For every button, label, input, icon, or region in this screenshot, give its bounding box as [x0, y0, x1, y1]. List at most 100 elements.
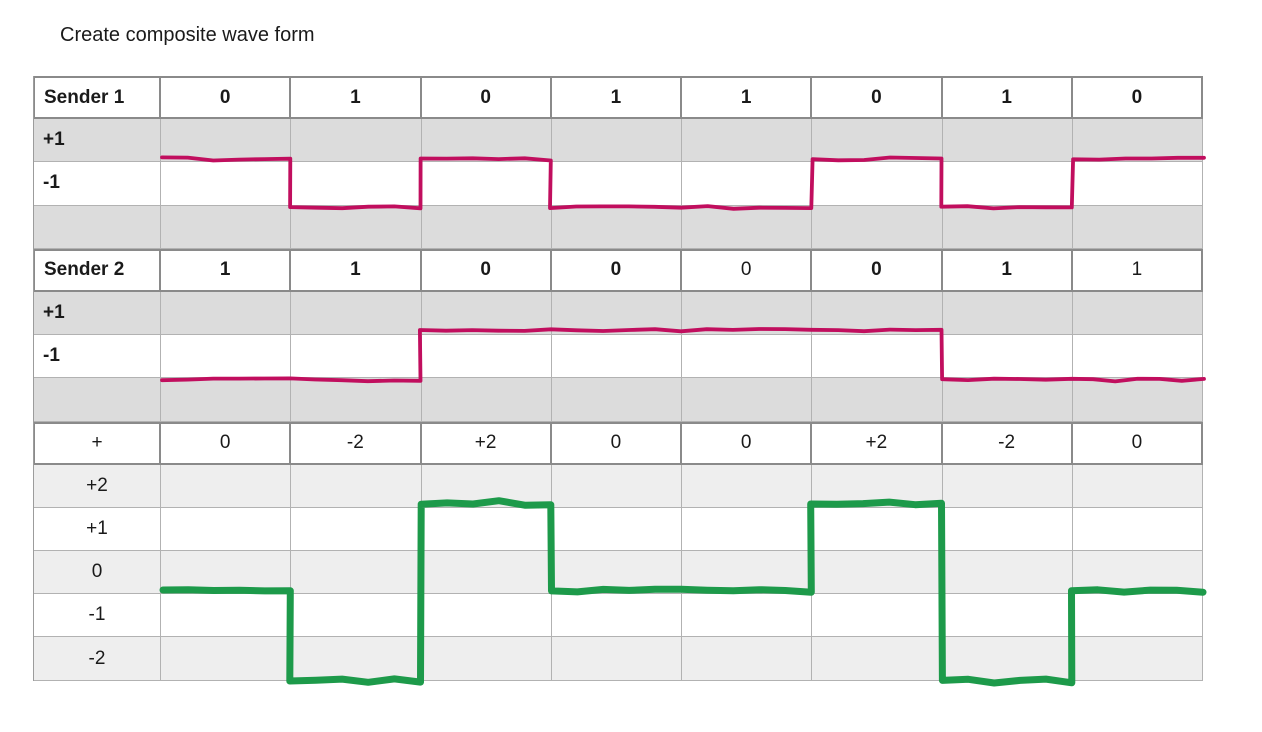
- grid-cell: [812, 162, 943, 206]
- grid-cell: [551, 335, 682, 379]
- grid-cell: [161, 335, 292, 379]
- grid-cell: [291, 162, 422, 206]
- grid-cell: [942, 335, 1073, 379]
- grid-cell: [1072, 378, 1203, 422]
- grid-cell: [682, 551, 813, 595]
- composite-minus1-label: -1: [34, 594, 161, 638]
- sender1-bit: 1: [682, 76, 813, 120]
- sum-value: 0: [161, 421, 292, 465]
- grid-cell: [421, 594, 552, 638]
- sender2-label: Sender 2: [34, 248, 161, 292]
- grid-cell: [942, 291, 1073, 336]
- grid-cell: [161, 594, 292, 638]
- sum-value: 0: [551, 421, 682, 465]
- grid-cell: [1072, 594, 1203, 638]
- grid-cell: [551, 205, 682, 249]
- grid-cell: [291, 551, 422, 595]
- grid-cell: [291, 464, 422, 508]
- grid-cell: [161, 507, 292, 552]
- grid-cell: [812, 335, 943, 379]
- grid-cell: [291, 119, 422, 163]
- grid-cell: [421, 205, 552, 249]
- sender1-bit: 1: [942, 76, 1073, 120]
- grid-cell: [291, 378, 422, 422]
- grid-cell: [421, 507, 552, 552]
- grid-cell: [942, 551, 1073, 595]
- grid-cell: [421, 637, 552, 681]
- page-title: Create composite wave form: [60, 24, 315, 46]
- sum-value: -2: [291, 421, 422, 465]
- sender1-bit: 1: [551, 76, 682, 120]
- grid-cell: [161, 162, 292, 206]
- grid-cell: [812, 205, 943, 249]
- composite-waveform-table: Sender 1 0 1 0 1 1 0 1 0 +1 -1 Sender 2 …: [33, 76, 1203, 681]
- sender2-minus1-label: -1: [34, 335, 161, 379]
- grid-cell: [682, 507, 813, 552]
- grid-cell: [161, 637, 292, 681]
- grid-cell: [291, 594, 422, 638]
- grid-cell: [421, 291, 552, 336]
- sender2-bit: 0: [421, 248, 552, 292]
- grid-cell: [812, 119, 943, 163]
- sender2-bit: 0: [551, 248, 682, 292]
- grid-cell: [682, 205, 813, 249]
- grid-cell: [291, 291, 422, 336]
- sender1-bit: 0: [1072, 76, 1203, 120]
- sender2-plus1-label: +1: [34, 291, 161, 336]
- grid-cell: [551, 378, 682, 422]
- sum-value: +2: [812, 421, 943, 465]
- grid-cell: [812, 378, 943, 422]
- grid-cell: [942, 637, 1073, 681]
- sender1-bit: 0: [812, 76, 943, 120]
- grid-cell: [551, 119, 682, 163]
- sender2-bit: 0: [682, 248, 813, 292]
- sender2-bit: 1: [1072, 248, 1203, 292]
- grid-cell: [812, 464, 943, 508]
- sender2-spacer: [34, 378, 161, 422]
- grid-cell: [551, 637, 682, 681]
- grid-cell: [161, 205, 292, 249]
- grid-cell: [1072, 507, 1203, 552]
- grid-cell: [551, 507, 682, 552]
- sender1-bit: 0: [421, 76, 552, 120]
- grid-cell: [1072, 162, 1203, 206]
- composite-plus2-label: +2: [34, 464, 161, 508]
- grid-cell: [551, 291, 682, 336]
- sender1-plus1-label: +1: [34, 119, 161, 163]
- grid-cell: [291, 637, 422, 681]
- sender1-bit: 1: [291, 76, 422, 120]
- sender1-bit: 0: [161, 76, 292, 120]
- grid-cell: [161, 291, 292, 336]
- grid-cell: [812, 551, 943, 595]
- grid-cell: [812, 291, 943, 336]
- grid-cell: [682, 291, 813, 336]
- composite-zero-label: 0: [34, 551, 161, 595]
- grid-cell: [682, 335, 813, 379]
- grid-cell: [421, 162, 552, 206]
- grid-cell: [551, 551, 682, 595]
- sender1-minus1-label: -1: [34, 162, 161, 206]
- grid-cell: [421, 119, 552, 163]
- composite-plus1-label: +1: [34, 507, 161, 552]
- sender1-spacer: [34, 205, 161, 249]
- grid-cell: [812, 637, 943, 681]
- grid-cell: [682, 464, 813, 508]
- grid-cell: [682, 119, 813, 163]
- sum-value: 0: [682, 421, 813, 465]
- sum-value: 0: [1072, 421, 1203, 465]
- grid-cell: [1072, 637, 1203, 681]
- composite-minus2-label: -2: [34, 637, 161, 681]
- grid-cell: [942, 162, 1073, 206]
- grid-cell: [421, 335, 552, 379]
- sum-label: +: [34, 421, 161, 465]
- grid-cell: [291, 507, 422, 552]
- grid-cell: [421, 464, 552, 508]
- sum-value: +2: [421, 421, 552, 465]
- sender1-label: Sender 1: [34, 76, 161, 120]
- grid-cell: [942, 119, 1073, 163]
- grid-cell: [1072, 464, 1203, 508]
- grid-cell: [682, 162, 813, 206]
- sender2-bit: 1: [942, 248, 1073, 292]
- grid-cell: [161, 119, 292, 163]
